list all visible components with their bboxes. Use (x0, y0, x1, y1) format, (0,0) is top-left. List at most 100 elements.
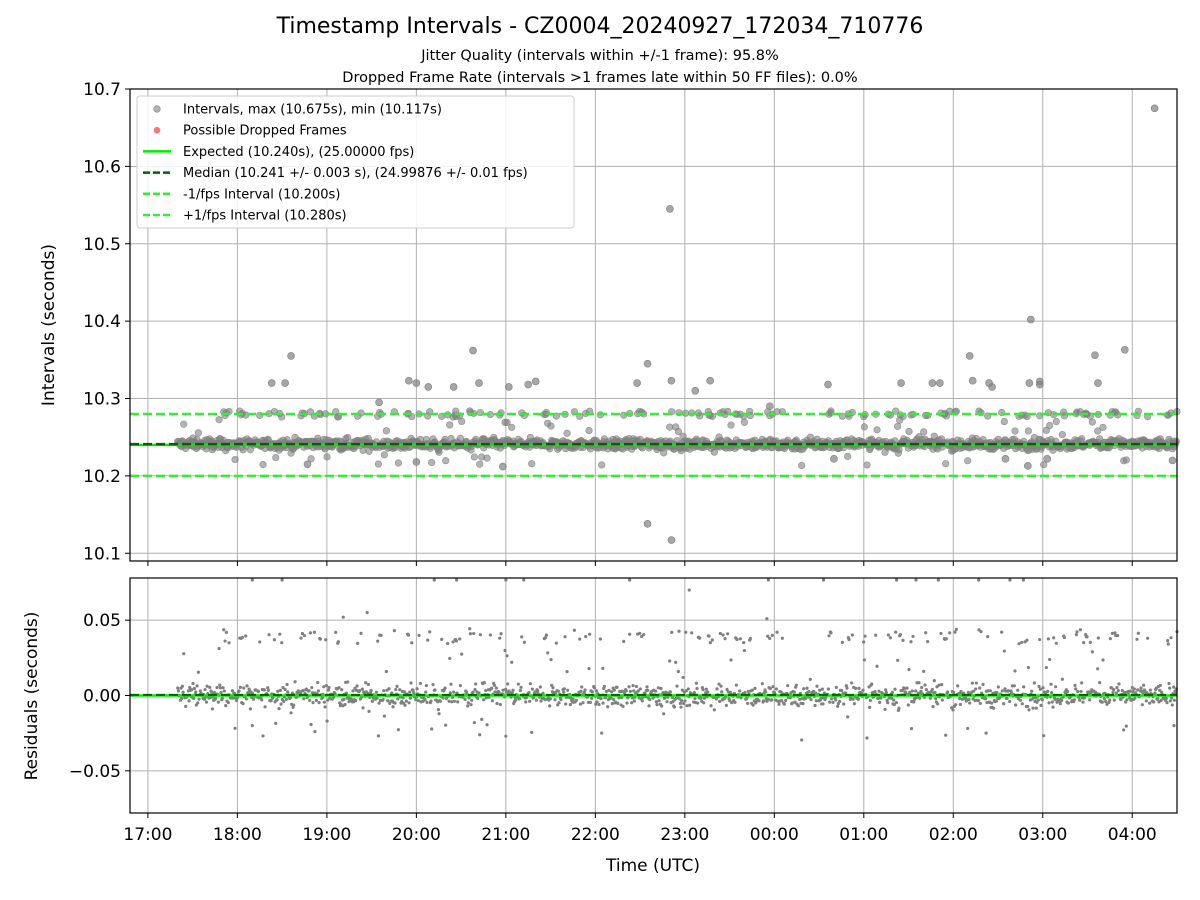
residual-point (823, 697, 827, 702)
residual-point (1116, 633, 1120, 638)
residual-point (621, 704, 625, 708)
residual-point (252, 697, 256, 701)
residual-point (844, 691, 848, 695)
residual-point (827, 634, 831, 638)
residual-point (1111, 690, 1115, 694)
residual-point (494, 690, 498, 694)
residual-point (408, 690, 412, 694)
interval-outlier-point (1024, 462, 1032, 470)
residual-point (361, 706, 365, 710)
residual-point (659, 686, 663, 691)
residual-point (402, 690, 406, 694)
residual-point (792, 690, 796, 694)
x-axis-label: Time (UTC) (605, 856, 700, 876)
residual-point (873, 690, 877, 694)
residual-point (218, 683, 222, 687)
residual-point (1170, 696, 1174, 700)
residual-point (238, 685, 242, 689)
residual-point (1038, 687, 1042, 691)
residual-point (1140, 703, 1144, 707)
residual-point (720, 690, 724, 694)
residual-point (1072, 698, 1076, 702)
residual-point (914, 689, 918, 693)
residual-point (768, 686, 772, 691)
residual-point (280, 578, 284, 582)
residual-point (714, 697, 718, 701)
residual-point (522, 640, 526, 644)
residual-point (180, 696, 184, 701)
interval-point (863, 461, 871, 469)
residual-point (490, 686, 494, 690)
residual-point (450, 700, 454, 704)
residual-point (495, 701, 499, 706)
residual-point (742, 648, 746, 653)
residual-point (1120, 689, 1124, 693)
residual-point (312, 630, 316, 634)
residual-point (382, 689, 386, 693)
residual-point (928, 696, 932, 700)
residual-point (815, 684, 819, 688)
interval-point (323, 453, 331, 461)
interval-outlier-point (424, 383, 433, 391)
residual-point (830, 697, 834, 701)
residual-point (300, 631, 304, 636)
residual-point (1036, 698, 1040, 702)
x-tick-label: 23:00 (660, 825, 709, 845)
residual-point (715, 687, 719, 691)
residual-point (862, 658, 866, 662)
residual-point (739, 696, 743, 700)
residual-point (563, 635, 567, 639)
x-tick-label: 03:00 (1018, 825, 1067, 845)
residual-point (733, 700, 737, 704)
residual-outlier-point (984, 731, 988, 735)
residual-point (978, 686, 982, 690)
residual-point (931, 705, 935, 709)
x-tick-label: 17:00 (123, 825, 172, 845)
residual-point (800, 738, 804, 742)
residual-point (905, 686, 909, 690)
residual-point (463, 697, 467, 701)
residual-point (528, 682, 532, 686)
residual-point (821, 578, 826, 582)
residual-point (325, 719, 329, 723)
residual-point (746, 689, 750, 694)
legend-entry-label: -1/fps Interval (10.200s) (183, 187, 340, 202)
interval-point (860, 423, 868, 431)
residual-point (1158, 683, 1162, 688)
residual-point (599, 696, 603, 701)
interval-outlier-point (412, 379, 421, 387)
residual-point (598, 637, 602, 641)
residual-point (518, 688, 522, 693)
residual-point (710, 638, 714, 642)
residual-point (401, 696, 405, 700)
residual-point (735, 637, 739, 642)
interval-point (827, 407, 835, 415)
residual-point (1135, 637, 1139, 641)
interval-outlier-point (1001, 455, 1010, 463)
residual-point (840, 640, 844, 644)
residual-point (896, 658, 900, 662)
residual-point (375, 696, 379, 700)
residual-point (196, 670, 200, 674)
residual-point (1146, 636, 1150, 640)
interval-point (905, 427, 913, 436)
interval-point (1011, 427, 1019, 435)
residual-point (886, 633, 890, 637)
residual-point (1124, 724, 1128, 728)
residual-point (549, 658, 553, 662)
residual-point (868, 705, 872, 709)
residual-point (1008, 699, 1012, 704)
residual-point (878, 700, 882, 704)
residual-point (728, 690, 732, 694)
residual-point (632, 689, 636, 693)
residual-point (712, 708, 716, 712)
residual-point (632, 699, 636, 703)
residual-point (952, 690, 956, 694)
residual-point (1158, 688, 1162, 692)
residual-point (970, 681, 974, 685)
residual-point (847, 637, 851, 642)
residual-point (819, 696, 823, 700)
interval-point (1046, 421, 1054, 430)
residual-point (369, 688, 373, 693)
